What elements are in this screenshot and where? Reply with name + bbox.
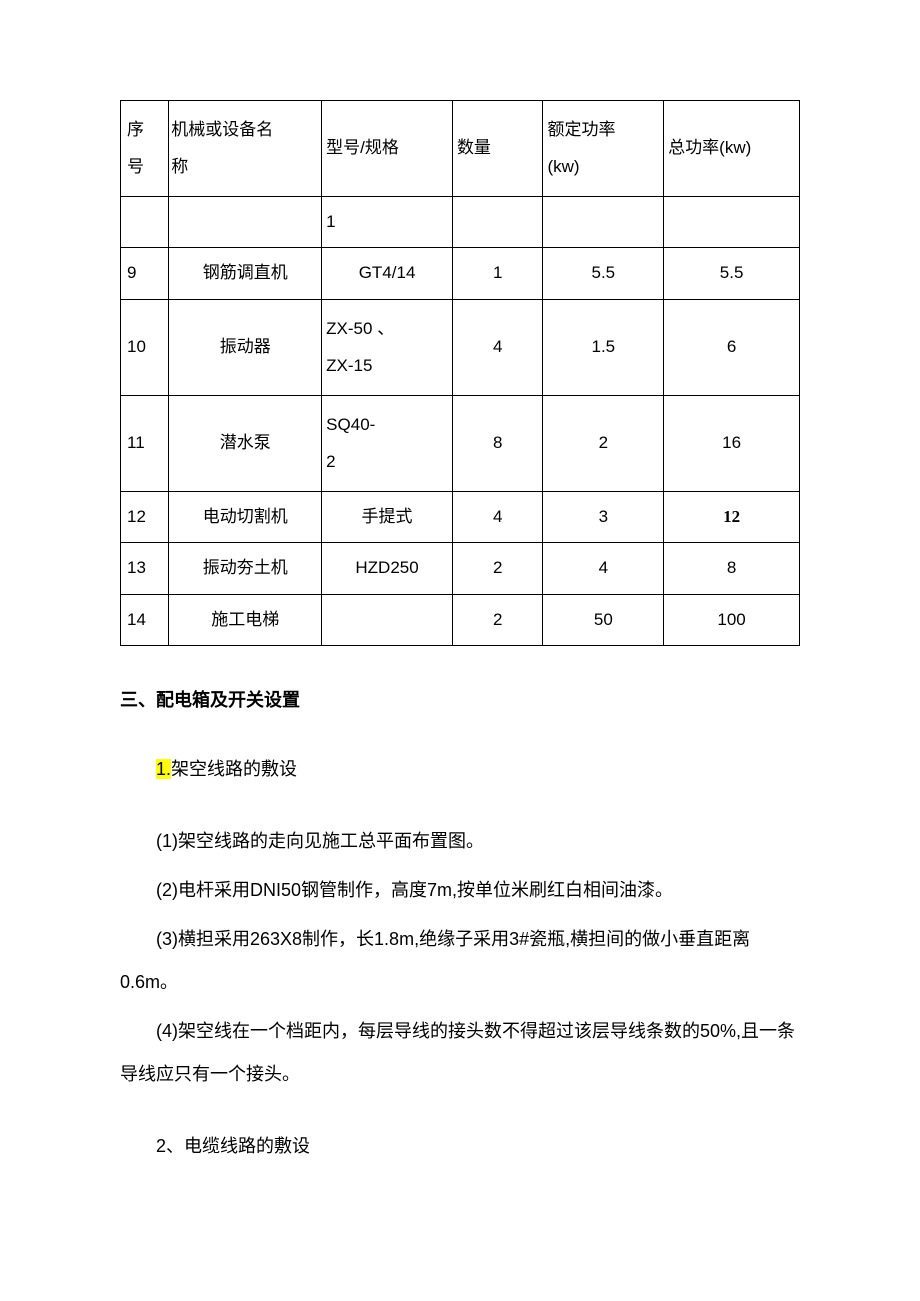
table-partial-row: 1 <box>121 196 800 248</box>
cell-power-partial <box>543 196 664 248</box>
cell-qty: 2 <box>452 594 543 646</box>
cell-name: 振动器 <box>169 299 322 395</box>
equipment-table: 序 号 机械或设备名 称 型号/规格 数量 额定功率 (kw) 总功率(kw) … <box>120 100 800 646</box>
header-qty: 数量 <box>452 101 543 197</box>
section-1-title-text: 架空线路的敷设 <box>171 759 297 779</box>
cell-power: 50 <box>543 594 664 646</box>
cell-seq: 12 <box>121 491 169 543</box>
cell-seq: 13 <box>121 543 169 595</box>
cell-power: 2 <box>543 395 664 491</box>
cell-name-partial <box>169 196 322 248</box>
cell-power: 4 <box>543 543 664 595</box>
cell-total-partial <box>664 196 800 248</box>
cell-seq: 9 <box>121 248 169 300</box>
cell-total: 16 <box>664 395 800 491</box>
cell-seq: 10 <box>121 299 169 395</box>
cell-name: 振动夯土机 <box>169 543 322 595</box>
cell-qty: 8 <box>452 395 543 491</box>
table-row: 13振动夯土机HZD250248 <box>121 543 800 595</box>
section-1-title: 1.架空线路的敷设 <box>120 748 800 791</box>
header-seq: 序 号 <box>121 101 169 197</box>
section-1-item: (3)横担采用263X8制作，长1.8m,绝缘子采用3#瓷瓶,横担间的做小垂直距… <box>120 918 800 1004</box>
section-1-title-block: 1.架空线路的敷设 <box>120 748 800 791</box>
cell-qty: 2 <box>452 543 543 595</box>
cell-power: 5.5 <box>543 248 664 300</box>
highlight-num: 1. <box>156 759 171 779</box>
cell-model: GT4/14 <box>322 248 453 300</box>
cell-model: 手提式 <box>322 491 453 543</box>
cell-model: HZD250 <box>322 543 453 595</box>
cell-name: 电动切割机 <box>169 491 322 543</box>
section-1-item: (1)架空线路的走向见施工总平面布置图。 <box>120 820 800 863</box>
cell-name: 潜水泵 <box>169 395 322 491</box>
section-2-title-block: 2、电缆线路的敷设 <box>120 1125 800 1168</box>
header-total: 总功率(kw) <box>664 101 800 197</box>
section-1-item: (2)电杆采用DNI50钢管制作，高度7m,按单位米刷红白相间油漆。 <box>120 869 800 912</box>
table-row: 9钢筋调直机GT4/1415.55.5 <box>121 248 800 300</box>
header-model: 型号/规格 <box>322 101 453 197</box>
cell-seq: 14 <box>121 594 169 646</box>
cell-total: 6 <box>664 299 800 395</box>
cell-power: 3 <box>543 491 664 543</box>
table-row: 10振动器ZX-50 、 ZX-1541.56 <box>121 299 800 395</box>
cell-total: 8 <box>664 543 800 595</box>
cell-name: 钢筋调直机 <box>169 248 322 300</box>
table-row: 11潜水泵 SQ40- 28216 <box>121 395 800 491</box>
table-header-row: 序 号 机械或设备名 称 型号/规格 数量 额定功率 (kw) 总功率(kw) <box>121 101 800 197</box>
section-heading: 三、配电箱及开关设置 <box>120 686 800 712</box>
cell-model-partial: 1 <box>322 196 453 248</box>
cell-name: 施工电梯 <box>169 594 322 646</box>
table-row: 12电动切割机手提式4312 <box>121 491 800 543</box>
section-2-title: 2、电缆线路的敷设 <box>120 1125 800 1168</box>
cell-seq-partial <box>121 196 169 248</box>
cell-total: 5.5 <box>664 248 800 300</box>
cell-qty: 4 <box>452 299 543 395</box>
header-name: 机械或设备名 称 <box>169 101 322 197</box>
cell-qty: 1 <box>452 248 543 300</box>
cell-seq: 11 <box>121 395 169 491</box>
cell-qty-partial <box>452 196 543 248</box>
cell-power: 1.5 <box>543 299 664 395</box>
table-row: 14施工电梯 250100 <box>121 594 800 646</box>
cell-total: 12 <box>664 491 800 543</box>
cell-model: SQ40- 2 <box>322 395 453 491</box>
cell-model: ZX-50 、 ZX-15 <box>322 299 453 395</box>
cell-model <box>322 594 453 646</box>
header-power: 额定功率 (kw) <box>543 101 664 197</box>
cell-total: 100 <box>664 594 800 646</box>
section-1-item: (4)架空线在一个档距内，每层导线的接头数不得超过该层导线条数的50%,且一条导… <box>120 1010 800 1096</box>
section-1-items: (1)架空线路的走向见施工总平面布置图。 (2)电杆采用DNI50钢管制作，高度7… <box>120 820 800 1097</box>
cell-qty: 4 <box>452 491 543 543</box>
